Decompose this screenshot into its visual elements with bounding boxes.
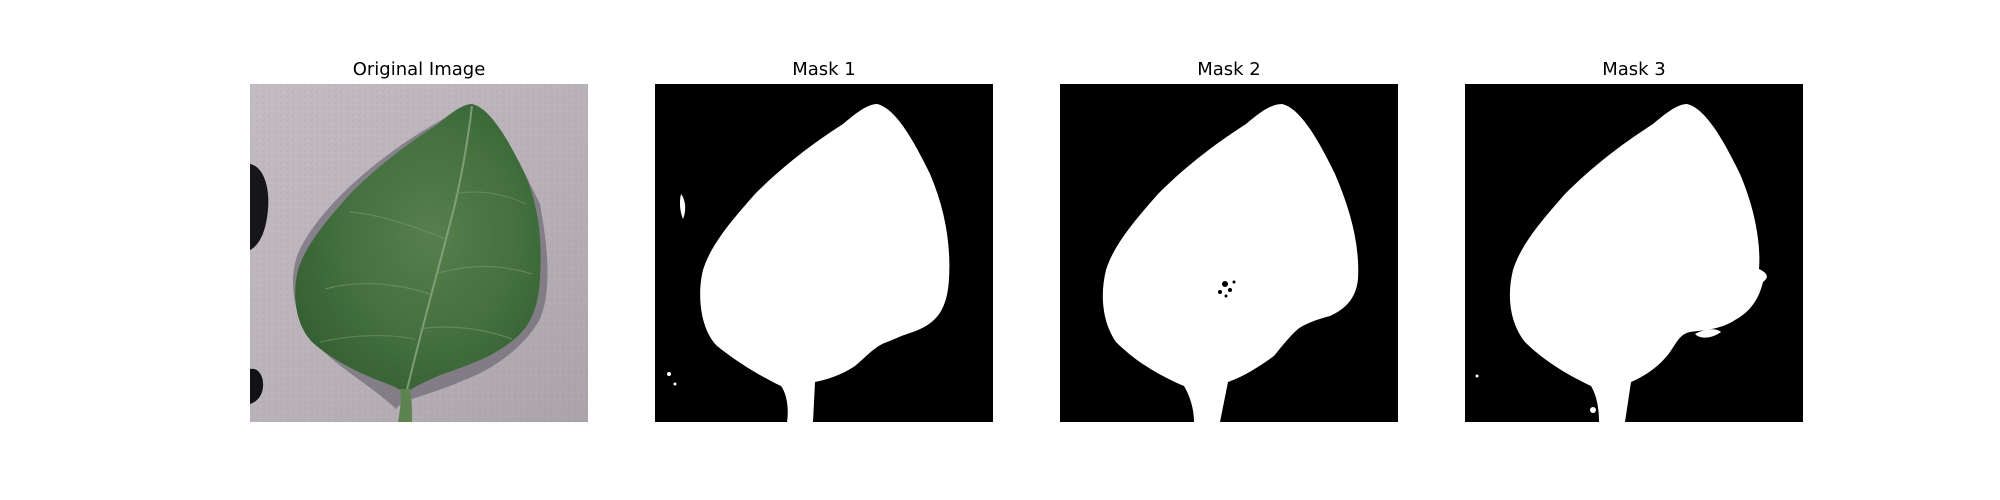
mask-speck — [673, 382, 677, 386]
mask-3-image — [1465, 84, 1803, 422]
leaf-vein-1 — [324, 282, 431, 295]
panel-original-image: Original Image — [250, 0, 588, 500]
original-image — [250, 84, 588, 422]
mask-speck — [1590, 407, 1596, 413]
mask-hole — [1218, 290, 1222, 294]
mask-speck-right — [1695, 329, 1721, 338]
mask-speck — [1475, 374, 1479, 378]
mask-speck — [667, 372, 671, 376]
leaf-midrib — [405, 105, 473, 395]
panel-title: Mask 1 — [792, 59, 856, 80]
mask-hole — [1228, 288, 1232, 292]
mask-3 — [1465, 84, 1803, 422]
mask-leaf — [1102, 104, 1359, 422]
leaf-photo — [250, 84, 588, 422]
leaf-body — [295, 104, 541, 394]
mask-2 — [1060, 84, 1398, 422]
mask-hole — [1224, 294, 1228, 298]
mask-2-image — [1060, 84, 1398, 422]
left-shadow-bottom — [250, 368, 264, 404]
mask-leaf — [700, 104, 950, 422]
panel-title: Mask 3 — [1602, 59, 1666, 80]
mask-1-image — [655, 84, 993, 422]
leaf-vein-3 — [434, 265, 533, 275]
leaf-vein-2 — [349, 211, 446, 240]
panel-mask-1: Mask 1 — [655, 0, 993, 500]
leaf-vein-6 — [454, 191, 527, 205]
mask-hole — [1222, 281, 1228, 287]
mask-1 — [655, 84, 993, 422]
panel-title: Mask 2 — [1197, 59, 1261, 80]
leaf-petiole — [398, 389, 412, 422]
panel-mask-2: Mask 2 — [1060, 0, 1398, 500]
panel-title: Original Image — [352, 59, 486, 80]
mask-speck-right — [899, 327, 910, 335]
mask-hole — [1232, 280, 1236, 284]
leaf-vein-4 — [419, 326, 513, 340]
panel-mask-3: Mask 3 — [1465, 0, 1803, 500]
mask-speck-left — [679, 194, 686, 219]
mask-leaf — [1509, 104, 1767, 422]
left-shadow — [250, 164, 269, 250]
leaf-vein-5 — [319, 334, 416, 343]
